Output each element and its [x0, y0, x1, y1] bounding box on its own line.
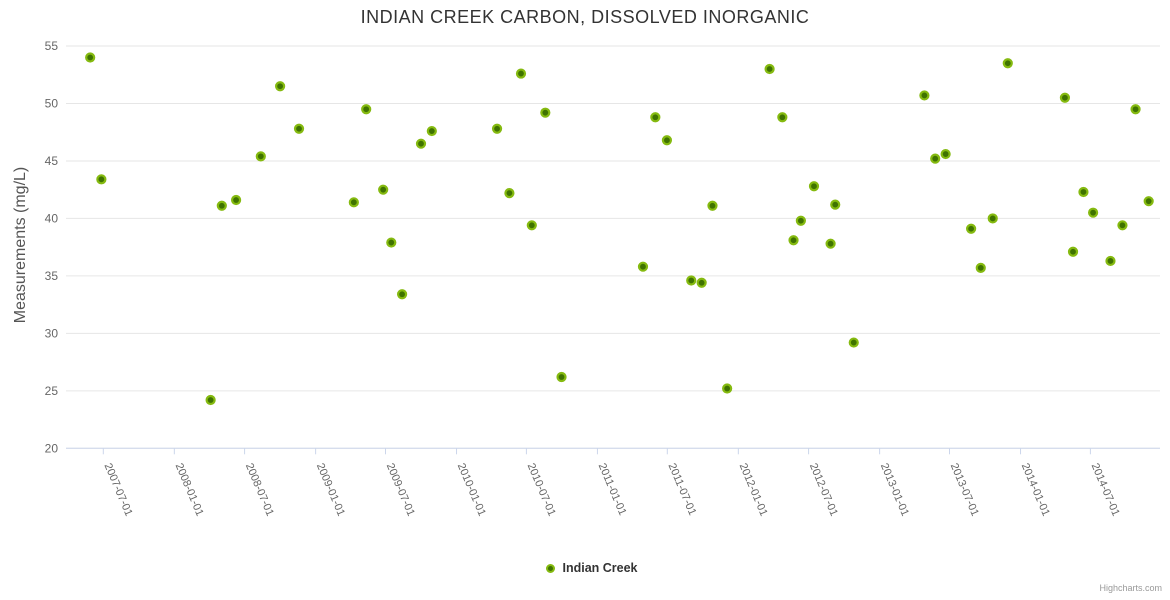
y-axis-tick-label: 50 — [45, 96, 59, 110]
data-point[interactable] — [975, 262, 986, 273]
data-point[interactable] — [378, 184, 389, 195]
data-point[interactable] — [1117, 220, 1128, 231]
legend-item-indian-creek[interactable]: Indian Creek — [7, 561, 1170, 575]
data-point[interactable] — [255, 151, 266, 162]
x-axis-tick-label: 2011-01-01 — [596, 461, 629, 517]
data-point[interactable] — [504, 188, 515, 199]
data-point[interactable] — [764, 63, 775, 75]
y-axis-tick-label: 55 — [45, 39, 59, 53]
legend-series-label: Indian Creek — [562, 561, 638, 575]
data-point[interactable] — [940, 148, 951, 160]
data-point[interactable] — [650, 112, 661, 123]
x-axis-tick-label: 2009-07-01 — [384, 461, 417, 517]
data-point[interactable] — [396, 289, 408, 300]
data-point[interactable] — [1130, 104, 1141, 115]
y-axis-tick-label: 40 — [45, 211, 59, 225]
data-point[interactable] — [1105, 255, 1116, 267]
legend-marker-icon — [546, 563, 556, 573]
data-point[interactable] — [1067, 246, 1079, 257]
data-point[interactable] — [216, 200, 227, 211]
data-point[interactable] — [348, 197, 359, 208]
data-point[interactable] — [1059, 92, 1071, 103]
data-point[interactable] — [919, 90, 930, 101]
y-axis-tick-label: 30 — [45, 326, 59, 340]
data-point[interactable] — [230, 194, 242, 206]
data-point[interactable] — [966, 223, 977, 234]
data-point[interactable] — [696, 277, 707, 288]
data-point[interactable] — [848, 337, 859, 348]
x-axis-tick-label: 2008-07-01 — [243, 461, 276, 517]
data-point[interactable] — [275, 81, 286, 92]
data-point[interactable] — [661, 135, 673, 146]
data-point[interactable] — [722, 383, 733, 394]
x-axis-tick-label: 2011-07-01 — [666, 461, 699, 517]
data-point[interactable] — [85, 52, 96, 63]
data-point[interactable] — [1002, 58, 1013, 69]
data-point[interactable] — [788, 235, 799, 246]
y-axis-tick-label: 35 — [45, 269, 59, 283]
data-point[interactable] — [556, 371, 567, 383]
y-axis-tick-label: 25 — [45, 384, 59, 398]
data-point[interactable] — [808, 181, 820, 192]
chart-title: INDIAN CREEK CARBON, DISSOLVED INORGANIC — [360, 7, 810, 27]
data-point[interactable] — [96, 174, 107, 185]
data-point[interactable] — [830, 199, 841, 210]
x-axis-tick-label: 2010-01-01 — [455, 461, 488, 517]
data-point[interactable] — [491, 123, 503, 134]
data-point[interactable] — [825, 238, 836, 249]
x-axis-tick-label: 2014-01-01 — [1019, 461, 1052, 517]
data-point[interactable] — [386, 237, 397, 248]
data-point[interactable] — [637, 261, 649, 272]
data-point[interactable] — [707, 200, 718, 211]
y-axis-tick-label: 45 — [45, 154, 59, 168]
data-point[interactable] — [777, 112, 788, 123]
data-point[interactable] — [987, 213, 998, 224]
data-point[interactable] — [1078, 186, 1089, 198]
x-axis-tick-label: 2012-01-01 — [737, 461, 770, 517]
x-axis-tick-label: 2010-07-01 — [525, 461, 558, 517]
data-point[interactable] — [205, 394, 216, 406]
data-point[interactable] — [361, 104, 372, 115]
data-point[interactable] — [293, 123, 305, 134]
data-point[interactable] — [1143, 196, 1154, 207]
x-axis-tick-label: 2009-01-01 — [314, 461, 347, 517]
data-point[interactable] — [930, 153, 941, 164]
data-point[interactable] — [540, 107, 551, 118]
data-point[interactable] — [515, 68, 527, 79]
data-point[interactable] — [426, 125, 437, 137]
x-axis-tick-label: 2008-01-01 — [173, 461, 206, 517]
highcharts-credit-link[interactable]: Highcharts.com — [1099, 583, 1162, 593]
y-axis-tick-label: 20 — [45, 441, 59, 455]
x-axis-tick-label: 2013-07-01 — [948, 461, 981, 517]
data-point[interactable] — [795, 215, 806, 226]
data-point[interactable] — [686, 275, 697, 286]
data-point[interactable] — [1087, 207, 1099, 218]
x-axis-tick-label: 2014-07-01 — [1089, 461, 1122, 517]
x-axis-tick-label: 2012-07-01 — [807, 461, 840, 517]
x-axis-tick-label: 2013-01-01 — [878, 461, 911, 517]
data-point[interactable] — [415, 138, 427, 149]
x-axis-tick-label: 2007-07-01 — [102, 461, 135, 517]
data-point[interactable] — [526, 220, 537, 231]
